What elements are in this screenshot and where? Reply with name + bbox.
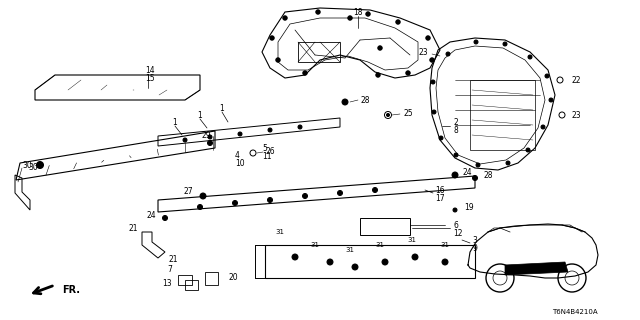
Text: 18: 18 — [353, 7, 363, 17]
Text: FR.: FR. — [62, 285, 80, 295]
Circle shape — [337, 190, 342, 196]
Text: 28: 28 — [483, 171, 493, 180]
Text: 12: 12 — [453, 228, 463, 237]
Text: 29: 29 — [201, 131, 211, 140]
Text: 7: 7 — [167, 266, 172, 275]
Text: 1: 1 — [198, 110, 202, 119]
Circle shape — [430, 58, 434, 62]
Circle shape — [316, 10, 320, 14]
Text: 6: 6 — [453, 220, 458, 229]
Circle shape — [472, 175, 477, 180]
Circle shape — [545, 74, 549, 78]
Text: 24: 24 — [147, 211, 156, 220]
Circle shape — [348, 16, 352, 20]
Circle shape — [528, 55, 532, 59]
Circle shape — [292, 254, 298, 260]
Text: 21: 21 — [129, 223, 138, 233]
Circle shape — [352, 264, 358, 270]
Text: 31: 31 — [346, 247, 355, 253]
Circle shape — [454, 153, 458, 157]
Circle shape — [238, 132, 242, 136]
Text: 31: 31 — [408, 237, 417, 243]
Text: 30: 30 — [22, 161, 32, 170]
Circle shape — [232, 201, 237, 205]
Circle shape — [526, 148, 530, 152]
Circle shape — [382, 259, 388, 265]
Circle shape — [396, 20, 400, 24]
Circle shape — [200, 193, 206, 199]
Text: 19: 19 — [464, 203, 474, 212]
Text: 11: 11 — [262, 151, 271, 161]
Circle shape — [376, 73, 380, 77]
Circle shape — [442, 259, 448, 265]
Circle shape — [270, 36, 274, 40]
Text: 13: 13 — [163, 278, 172, 287]
Circle shape — [412, 254, 418, 260]
Text: 23: 23 — [419, 47, 428, 57]
Circle shape — [431, 80, 435, 84]
Circle shape — [268, 197, 273, 203]
Circle shape — [327, 259, 333, 265]
Text: 2: 2 — [453, 117, 458, 126]
Circle shape — [446, 52, 450, 56]
Circle shape — [426, 36, 430, 40]
Text: 31: 31 — [275, 229, 285, 235]
Text: 1: 1 — [220, 103, 225, 113]
Text: 30: 30 — [28, 163, 38, 172]
Text: 8: 8 — [453, 125, 458, 134]
Text: 31: 31 — [440, 242, 449, 248]
Circle shape — [208, 135, 212, 139]
Circle shape — [303, 194, 307, 198]
Text: 9: 9 — [472, 244, 477, 252]
Text: 4: 4 — [235, 150, 240, 159]
Circle shape — [387, 114, 390, 116]
Text: 10: 10 — [235, 158, 244, 167]
Circle shape — [378, 46, 382, 50]
Polygon shape — [505, 262, 568, 275]
Text: T6N4B4210A: T6N4B4210A — [552, 309, 598, 315]
Circle shape — [268, 128, 272, 132]
Circle shape — [207, 140, 212, 146]
Text: 14: 14 — [145, 66, 155, 75]
Circle shape — [163, 215, 168, 220]
Circle shape — [283, 16, 287, 20]
Text: 5: 5 — [262, 143, 267, 153]
Circle shape — [506, 161, 510, 165]
Text: 28: 28 — [360, 95, 369, 105]
Text: 24: 24 — [462, 167, 472, 177]
Circle shape — [198, 204, 202, 210]
Circle shape — [476, 163, 480, 167]
Text: 1: 1 — [173, 117, 177, 126]
Circle shape — [453, 208, 457, 212]
Circle shape — [439, 136, 443, 140]
Text: 22: 22 — [572, 76, 582, 84]
Text: 16: 16 — [435, 186, 445, 195]
Text: 3: 3 — [472, 236, 477, 244]
Text: 31: 31 — [376, 242, 385, 248]
Circle shape — [366, 12, 370, 16]
Circle shape — [372, 188, 378, 193]
Circle shape — [342, 99, 348, 105]
Text: 15: 15 — [145, 74, 155, 83]
Circle shape — [474, 40, 478, 44]
Circle shape — [541, 125, 545, 129]
Text: 21: 21 — [168, 255, 177, 265]
Text: 23: 23 — [572, 110, 582, 119]
Circle shape — [183, 138, 187, 142]
Circle shape — [503, 42, 507, 46]
Text: 25: 25 — [403, 108, 413, 117]
Circle shape — [452, 172, 458, 178]
Circle shape — [549, 98, 553, 102]
Circle shape — [276, 58, 280, 62]
Circle shape — [432, 110, 436, 114]
Circle shape — [36, 162, 44, 169]
Circle shape — [303, 71, 307, 75]
Text: 17: 17 — [435, 194, 445, 203]
Text: 27: 27 — [184, 187, 193, 196]
Text: 31: 31 — [310, 242, 319, 248]
Circle shape — [298, 125, 302, 129]
Circle shape — [406, 71, 410, 75]
Text: 26: 26 — [265, 147, 275, 156]
Text: 20: 20 — [228, 274, 237, 283]
